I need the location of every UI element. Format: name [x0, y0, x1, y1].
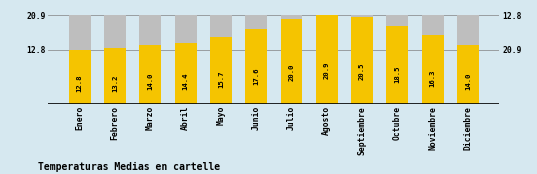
- Text: 20.0: 20.0: [288, 63, 294, 81]
- Text: 14.0: 14.0: [465, 73, 471, 90]
- Bar: [422, 35, 444, 104]
- Text: 20.9: 20.9: [324, 62, 330, 79]
- Bar: [140, 15, 161, 104]
- Text: 14.4: 14.4: [183, 72, 188, 90]
- Text: 17.6: 17.6: [253, 67, 259, 85]
- Bar: [351, 15, 373, 104]
- Bar: [175, 43, 197, 104]
- Bar: [69, 50, 91, 104]
- Bar: [104, 15, 126, 104]
- Bar: [457, 45, 479, 104]
- Bar: [245, 29, 267, 104]
- Text: 16.3: 16.3: [430, 69, 436, 87]
- Bar: [351, 17, 373, 104]
- Bar: [422, 15, 444, 104]
- Text: 12.8: 12.8: [77, 75, 83, 92]
- Text: 15.7: 15.7: [218, 70, 224, 88]
- Bar: [316, 15, 338, 104]
- Text: Temperaturas Medias en cartelle: Temperaturas Medias en cartelle: [38, 162, 220, 172]
- Bar: [316, 15, 338, 104]
- Bar: [175, 15, 197, 104]
- Bar: [245, 15, 267, 104]
- Bar: [210, 15, 232, 104]
- Bar: [210, 38, 232, 104]
- Bar: [387, 15, 408, 104]
- Bar: [280, 15, 302, 104]
- Text: 14.0: 14.0: [147, 73, 154, 90]
- Bar: [69, 15, 91, 104]
- Text: 13.2: 13.2: [112, 74, 118, 92]
- Bar: [280, 19, 302, 104]
- Text: 20.5: 20.5: [359, 62, 365, 80]
- Text: 18.5: 18.5: [394, 66, 401, 83]
- Bar: [140, 45, 161, 104]
- Bar: [387, 26, 408, 104]
- Bar: [457, 15, 479, 104]
- Bar: [104, 48, 126, 104]
